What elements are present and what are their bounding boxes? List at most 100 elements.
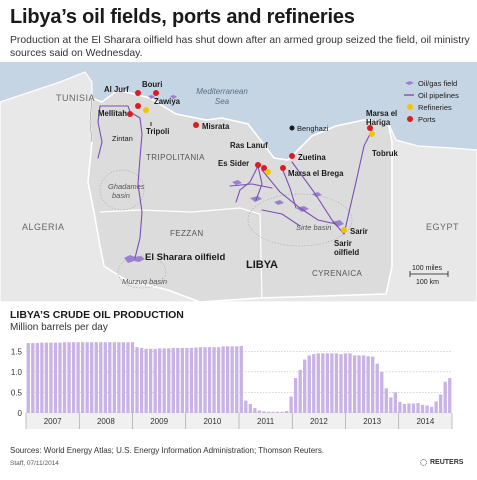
production-bar <box>398 401 402 413</box>
production-bar <box>99 342 103 413</box>
pipeline-line <box>261 169 337 225</box>
port-ras-lanuf <box>261 165 267 171</box>
chart-x-axis: 2007 2008 2009 2010 2011 2012 2013 2014 <box>25 413 453 429</box>
sources-note: Sources: World Energy Atlas; U.S. Energy… <box>10 446 325 455</box>
pipeline-line <box>261 209 301 227</box>
x-tick-label: 2012 <box>310 417 328 426</box>
production-bar <box>185 347 189 413</box>
production-bar <box>280 411 284 413</box>
sirte-basin-area <box>247 193 353 247</box>
production-bar <box>126 342 130 413</box>
production-bar <box>443 381 447 413</box>
production-bar <box>189 347 194 413</box>
production-bar <box>312 354 316 413</box>
y-tick-label: 1.0 <box>11 368 23 377</box>
production-bar <box>207 347 212 413</box>
refinery-sarir <box>341 227 347 233</box>
production-bar <box>76 342 80 413</box>
production-bar <box>49 342 53 413</box>
production-bar <box>411 403 416 413</box>
label-zintan: Zintan <box>112 134 133 143</box>
scale-km-label: 100 km <box>416 279 439 286</box>
label-ghadames-basin: Ghadames basin <box>108 182 145 200</box>
label-sarir: Sarir <box>350 227 368 236</box>
chart-y-axis: 0 0.5 1.0 1.5 <box>11 347 23 418</box>
production-bar <box>262 411 266 413</box>
label-tripolitania: TRIPOLITANIA <box>146 153 205 162</box>
oilfield-icon <box>124 255 145 263</box>
production-bar <box>144 348 148 413</box>
label-algeria: ALGERIA <box>22 222 65 232</box>
y-tick-label: 1.5 <box>11 347 23 356</box>
label-sea: Mediterranean Sea <box>196 87 248 106</box>
pipeline-line <box>255 165 263 201</box>
label-misrata: Misrata <box>202 122 230 131</box>
label-mellitah: Mellitah <box>98 109 127 118</box>
production-bar <box>330 353 334 413</box>
port-misrata <box>193 122 199 128</box>
production-bar <box>71 342 76 413</box>
x-tick-label: 2014 <box>416 417 434 426</box>
production-bar <box>235 346 239 413</box>
label-bouri: Bouri <box>142 80 162 89</box>
place-labels: Al Jurf Bouri Zawiya Mellitah Tripoli Mi… <box>98 80 399 257</box>
pipeline-line <box>281 167 297 209</box>
oil-pipelines <box>97 105 373 259</box>
label-es-sider: Es Sider <box>218 159 249 168</box>
legend-refinery-label: Refineries <box>418 103 452 112</box>
label-zawiya: Zawiya <box>154 97 181 106</box>
production-bar <box>108 342 112 413</box>
production-bar <box>266 411 271 413</box>
x-tick-label: 2008 <box>97 417 115 426</box>
chart-grid <box>26 350 452 414</box>
reuters-wordmark: REUTERS <box>430 459 464 466</box>
basin-areas <box>99 169 353 289</box>
production-bar <box>325 353 330 413</box>
production-bar <box>407 403 411 413</box>
libya-territory <box>87 89 393 302</box>
page-title: Libya’s oil fields, ports and refineries <box>10 6 355 28</box>
port-zawiya <box>135 103 141 109</box>
production-bar <box>58 342 62 413</box>
production-chart: 00.51.01.5 2007 2008 2009 2010 2011 2012 2013 2… <box>11 342 453 429</box>
production-bar <box>171 347 175 413</box>
pipeline-line <box>229 183 273 189</box>
oilfield-icon <box>232 180 242 185</box>
y-tick-label: 0.5 <box>11 388 23 397</box>
production-bar <box>121 342 126 413</box>
production-bar <box>239 345 243 413</box>
production-bar <box>176 347 180 413</box>
production-bar <box>180 347 185 413</box>
oilfield-icon <box>274 200 284 205</box>
production-bar <box>31 343 35 413</box>
production-bar <box>253 408 257 413</box>
country-labels: TUNISIA ALGERIA EGYPT <box>22 93 459 232</box>
ports <box>127 90 373 171</box>
port-bouri <box>153 90 159 96</box>
production-bar <box>80 342 85 413</box>
pipeline-line <box>291 161 345 235</box>
production-bar <box>94 342 98 413</box>
murzuq-basin-area <box>117 255 167 289</box>
production-bar <box>316 353 320 413</box>
production-bar <box>67 342 71 413</box>
label-el-sharara: El Sharara oilfield <box>145 252 225 263</box>
production-bar <box>303 359 307 413</box>
pipeline-line <box>343 129 373 235</box>
city-benghazi <box>289 125 295 131</box>
production-bar <box>117 342 121 413</box>
oilfield-icon <box>332 220 344 227</box>
basin-labels: Ghadames basin Sirte basin Murzuq basin <box>108 182 331 286</box>
label-egypt: EGYPT <box>426 222 459 232</box>
label-al-jurf: Al Jurf <box>104 85 129 94</box>
x-tick-label: 2007 <box>44 417 62 426</box>
production-bar <box>375 363 379 413</box>
production-bar <box>366 356 370 413</box>
pipeline-line <box>97 105 103 159</box>
production-bar <box>284 410 289 413</box>
oilfield-icon <box>148 95 155 99</box>
legend-pipeline-label: Oil pipelines <box>418 91 459 100</box>
reuters-logo: REUTERS <box>420 459 463 466</box>
label-tunisia: TUNISIA <box>56 93 95 103</box>
production-bar <box>357 355 361 413</box>
